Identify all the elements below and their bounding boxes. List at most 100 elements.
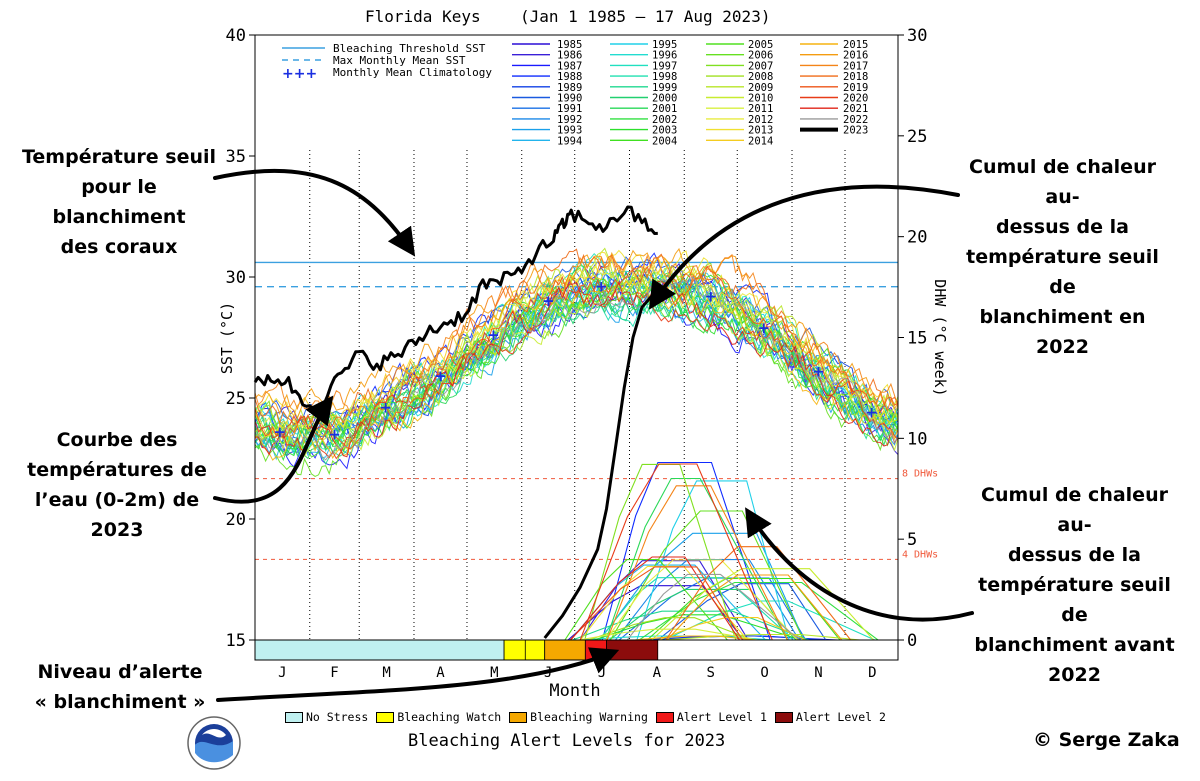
annotation-line: température seuil de bbox=[966, 246, 1159, 298]
dhw-line-2016 bbox=[658, 574, 843, 640]
climatology-marker: + bbox=[542, 292, 555, 310]
y2-tick-label: 15 bbox=[907, 329, 927, 349]
y-tick-label: 35 bbox=[226, 147, 246, 167]
legend-year-label: 2006 bbox=[748, 50, 773, 62]
legend-year-label: 2022 bbox=[843, 114, 868, 126]
legend-year-label: 1992 bbox=[557, 114, 582, 126]
legend-year-label: 2009 bbox=[748, 82, 773, 94]
climatology-marker: + bbox=[757, 319, 770, 337]
dhw-line-2017 bbox=[598, 485, 789, 640]
x-tick-label: M bbox=[490, 665, 498, 681]
y-tick-label: 20 bbox=[226, 510, 246, 530]
alert-segment bbox=[544, 639, 586, 661]
legend-year-label: 1996 bbox=[652, 50, 677, 62]
dhw-line-2007 bbox=[575, 463, 737, 640]
alert-legend: No Stress Bleaching Watch Bleaching Warn… bbox=[285, 709, 894, 725]
x-tick-label: A bbox=[653, 665, 662, 681]
annotation-line: dessus de la bbox=[996, 216, 1129, 238]
legend-year-label: 2008 bbox=[748, 71, 773, 83]
dhw-line-2005 bbox=[556, 559, 728, 640]
arrow-curve-2023 bbox=[213, 395, 334, 504]
swatch-warning bbox=[509, 711, 528, 723]
legend-year-label: 2012 bbox=[748, 114, 773, 126]
dhw-line-2014 bbox=[650, 617, 806, 640]
arrow-threshold bbox=[213, 168, 416, 257]
x-tick-label: J bbox=[598, 665, 606, 681]
sst-line-2016 bbox=[255, 247, 898, 420]
legend-year-label: 1999 bbox=[652, 82, 677, 94]
x-tick-label: A bbox=[436, 665, 445, 681]
climatology-marker: + bbox=[865, 404, 878, 422]
legend-year-label: 2017 bbox=[843, 60, 868, 72]
sst-line-2021 bbox=[255, 279, 898, 458]
dhw-line-1992 bbox=[606, 559, 800, 640]
alert-legend-label: Alert Level 1 bbox=[676, 710, 767, 724]
arrow-alert bbox=[216, 647, 620, 702]
climatology-marker: + bbox=[328, 425, 341, 443]
sst-line-2015 bbox=[255, 277, 898, 461]
copyright: © Serge Zaka bbox=[1033, 729, 1180, 751]
dhw-line-2002 bbox=[630, 581, 879, 640]
dhw-line-2001 bbox=[597, 477, 788, 640]
legend-year-label: 2005 bbox=[748, 39, 773, 51]
dhw-line-2018 bbox=[656, 546, 852, 640]
dhw-line-2013 bbox=[571, 565, 749, 640]
annotation-line: Niveau d’alerte bbox=[37, 661, 203, 683]
alert-legend-item: Bleaching Watch bbox=[376, 710, 501, 724]
y2-axis-label: DHW (°C week) bbox=[931, 279, 949, 396]
annotation-line: température seuil de bbox=[978, 574, 1171, 626]
x-tick-label: O bbox=[760, 665, 768, 681]
swatch-level2 bbox=[774, 711, 793, 723]
sst-previous-years bbox=[255, 247, 898, 477]
x-tick-label: S bbox=[707, 665, 715, 681]
alert-legend-item: No Stress bbox=[285, 710, 368, 724]
legend-year-label: 2001 bbox=[652, 103, 677, 115]
climatology-marker: + bbox=[273, 423, 286, 441]
annotation-dhw-2022: Cumul de chaleur au- dessus de la tempér… bbox=[950, 152, 1175, 362]
legend-year-label: 2018 bbox=[843, 71, 868, 83]
alert-legend-label: Alert Level 2 bbox=[795, 710, 886, 724]
sst-line-2017 bbox=[255, 253, 898, 417]
swatch-no-stress bbox=[285, 711, 303, 723]
y2-tick-label: 10 bbox=[907, 429, 927, 449]
climatology-marker: + bbox=[704, 287, 717, 305]
y-tick-label: 40 bbox=[226, 26, 246, 46]
y-tick-label: 25 bbox=[226, 389, 246, 409]
y-tick-label: 30 bbox=[226, 268, 246, 288]
legend-year-label: 1995 bbox=[652, 39, 677, 51]
legend-year-label: 2019 bbox=[843, 82, 868, 94]
legend-ref-label: Max Monthly Mean SST bbox=[333, 54, 466, 67]
dhw-line-2022 bbox=[618, 573, 800, 640]
legend-ref-label: Monthly Mean Climatology bbox=[333, 66, 492, 79]
chart-title: Florida Keys bbox=[365, 7, 481, 26]
dhw-line-2023 bbox=[543, 289, 659, 639]
climatology-marker: + bbox=[487, 326, 500, 344]
climatology-marker: + bbox=[595, 278, 608, 296]
annotation-dhw-before: Cumul de chaleur au- dessus de la tempér… bbox=[962, 480, 1187, 690]
annotation-line: blanchiment en 2022 bbox=[979, 306, 1146, 358]
annotation-line: dessus de la bbox=[1008, 544, 1141, 566]
alert-legend-item: Bleaching Warning bbox=[509, 710, 648, 724]
alert-legend-item: Alert Level 2 bbox=[774, 710, 886, 724]
annotation-line: blanchiment avant bbox=[974, 634, 1175, 656]
dhw-line-2021 bbox=[561, 556, 740, 640]
climatology-marker: + bbox=[812, 362, 825, 380]
legend-year-label: 2013 bbox=[748, 125, 773, 137]
dhw-line-2003 bbox=[585, 614, 802, 640]
annotation-line: Température seuil bbox=[21, 146, 217, 168]
arrow-dhw-before bbox=[745, 507, 974, 622]
x-tick-label: F bbox=[330, 665, 338, 681]
legend-year-label: 2002 bbox=[652, 114, 677, 126]
legend-year-label: 2011 bbox=[748, 103, 773, 115]
sst-line-2011 bbox=[255, 256, 898, 450]
annotation-line: Cumul de chaleur au- bbox=[969, 156, 1156, 208]
sst-line-2019 bbox=[255, 265, 898, 450]
x-tick-label: M bbox=[382, 665, 390, 681]
legend-year-label: 2014 bbox=[748, 135, 773, 147]
y2-tick-label: 20 bbox=[907, 228, 927, 248]
arrow-dhw-2022 bbox=[648, 184, 960, 310]
reference-line-label: 8 DHWs bbox=[902, 469, 938, 480]
annotation-threshold: Température seuil pour le blanchiment de… bbox=[14, 142, 224, 262]
